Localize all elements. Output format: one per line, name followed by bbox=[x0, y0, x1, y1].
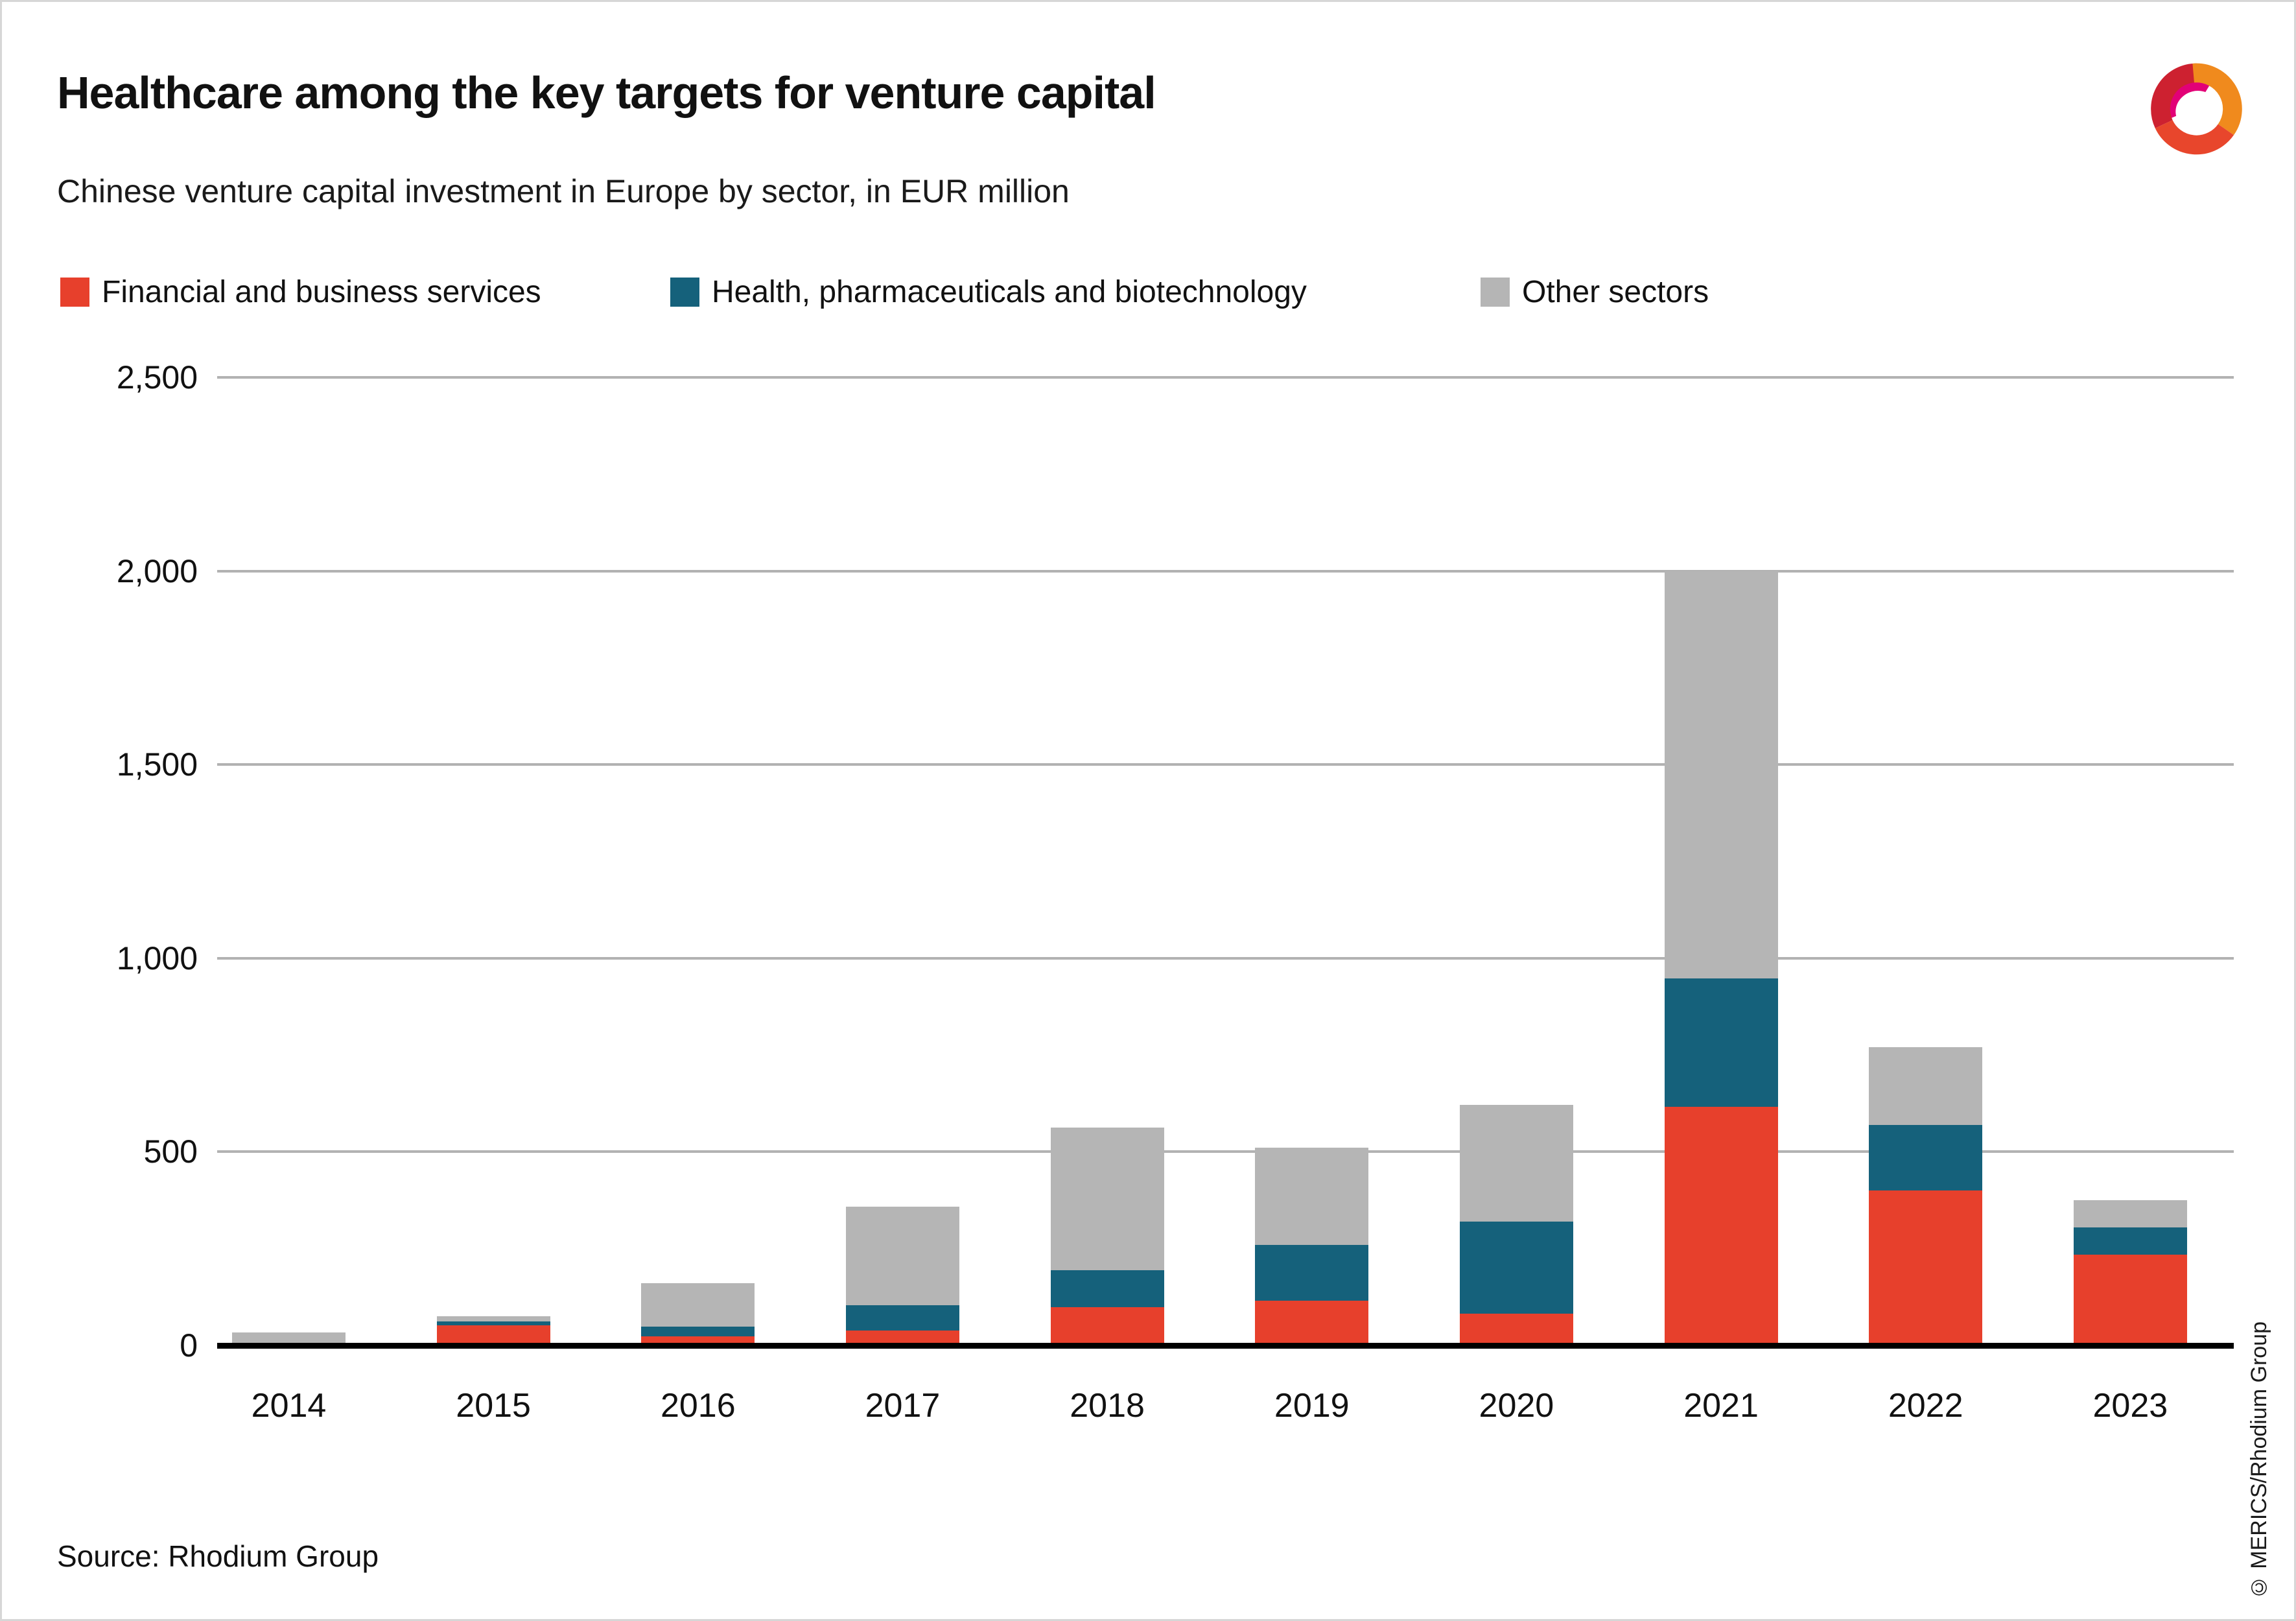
legend-swatch-icon bbox=[1481, 278, 1510, 307]
y-axis-label: 2,500 bbox=[116, 359, 198, 396]
bar-segment bbox=[1255, 1148, 1369, 1245]
bar-segment bbox=[1255, 1244, 1369, 1301]
bar-segment bbox=[232, 1332, 346, 1345]
bar-segment bbox=[1050, 1307, 1164, 1345]
bar-segment bbox=[436, 1316, 550, 1321]
bar-segment bbox=[1459, 1104, 1573, 1222]
merics-logo bbox=[2151, 63, 2242, 155]
bar-segment bbox=[1459, 1314, 1573, 1345]
x-axis-label: 2019 bbox=[1274, 1387, 1350, 1425]
bar-segment bbox=[1869, 1047, 1983, 1125]
legend-item: Health, pharmaceuticals and biotechnolog… bbox=[670, 274, 1307, 310]
bar-segment bbox=[1459, 1221, 1573, 1314]
x-axis-label: 2023 bbox=[2092, 1387, 2168, 1425]
legend-label: Health, pharmaceuticals and biotechnolog… bbox=[712, 275, 1307, 309]
x-axis-label: 2020 bbox=[1479, 1387, 1554, 1425]
copyright-note: © MERICS/Rhodium Group bbox=[2247, 1321, 2271, 1600]
bar-segment bbox=[1869, 1124, 1983, 1191]
x-axis-label: 2017 bbox=[865, 1387, 941, 1425]
bar-segment bbox=[436, 1321, 550, 1325]
bar-segment bbox=[1664, 1106, 1778, 1345]
x-axis-line bbox=[217, 1343, 2234, 1349]
bar-segment bbox=[1050, 1270, 1164, 1308]
source-note: Source: Rhodium Group bbox=[57, 1539, 379, 1573]
logo-center bbox=[2175, 91, 2219, 131]
x-axis-label: 2022 bbox=[1888, 1387, 1963, 1425]
x-axis-label: 2021 bbox=[1683, 1387, 1759, 1425]
x-axis-label: 2015 bbox=[456, 1387, 531, 1425]
gridline bbox=[217, 376, 2234, 379]
legend-item: Other sectors bbox=[1481, 274, 1709, 310]
y-axis-label: 500 bbox=[143, 1133, 198, 1170]
logo-orange-arc bbox=[2192, 63, 2242, 136]
bar-segment bbox=[641, 1283, 755, 1327]
bar-segment bbox=[1869, 1190, 1983, 1345]
bar-segment bbox=[845, 1331, 959, 1345]
legend-swatch-icon bbox=[60, 278, 89, 307]
legend-label: Financial and business services bbox=[102, 275, 541, 309]
legend-swatch-icon bbox=[670, 278, 699, 307]
chart-subtitle: Chinese venture capital investment in Eu… bbox=[57, 173, 1070, 209]
x-axis-label: 2016 bbox=[660, 1387, 736, 1425]
y-axis-label: 0 bbox=[180, 1327, 198, 1364]
bar-segment bbox=[2073, 1227, 2187, 1255]
bar-segment bbox=[2073, 1254, 2187, 1345]
y-axis-label: 1,500 bbox=[116, 746, 198, 783]
bar-segment bbox=[1050, 1127, 1164, 1271]
y-axis-label: 2,000 bbox=[116, 552, 198, 589]
legend-label: Other sectors bbox=[1522, 275, 1709, 309]
bar-segment bbox=[1664, 571, 1778, 978]
bar-segment bbox=[2073, 1200, 2187, 1227]
gridline bbox=[217, 569, 2234, 573]
bar-segment bbox=[1664, 978, 1778, 1107]
x-axis-label: 2014 bbox=[251, 1387, 327, 1425]
bar-segment bbox=[436, 1325, 550, 1345]
logo-pink-arc bbox=[2162, 74, 2214, 121]
bar-segment bbox=[1255, 1300, 1369, 1345]
y-axis-label: 1,000 bbox=[116, 940, 198, 976]
x-axis-label: 2018 bbox=[1070, 1387, 1145, 1425]
chart-title: Healthcare among the key targets for ven… bbox=[57, 67, 1156, 118]
gridline bbox=[217, 1150, 2234, 1154]
legend-item: Financial and business services bbox=[60, 274, 541, 310]
logo-crimson-arc bbox=[2151, 63, 2197, 128]
bar-segment bbox=[845, 1207, 959, 1306]
logo-redorange-arc bbox=[2155, 119, 2234, 155]
gridline bbox=[217, 956, 2234, 960]
gridline bbox=[217, 763, 2234, 766]
bar-segment bbox=[845, 1305, 959, 1331]
bar-segment bbox=[641, 1326, 755, 1336]
